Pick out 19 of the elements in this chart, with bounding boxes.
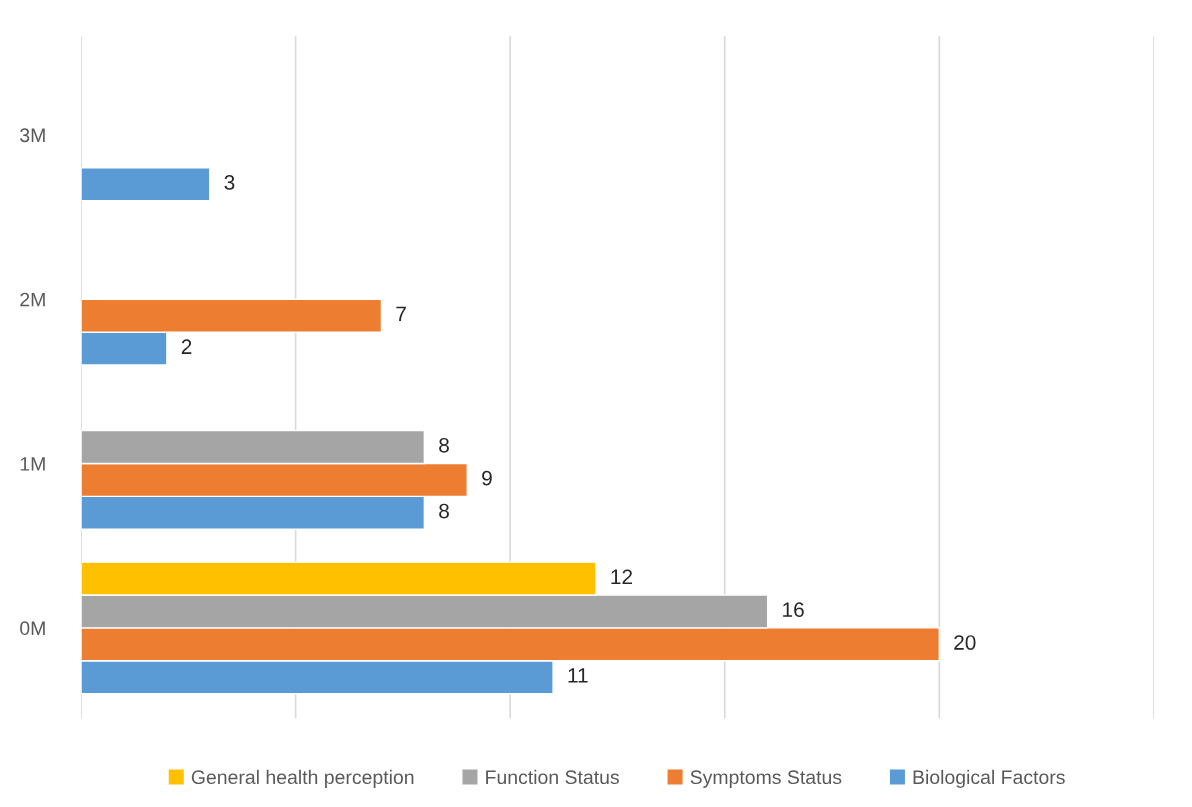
data-label: 20	[954, 635, 976, 650]
data-label: 12	[611, 569, 633, 584]
legend-label: General health perception	[191, 769, 414, 788]
legend-label: Symptoms Status	[690, 770, 842, 788]
legend-label: Biological Factors	[913, 769, 1065, 788]
y-tick-label: 2M	[20, 292, 45, 307]
data-label: 7	[396, 306, 406, 322]
data-label: 16	[783, 602, 804, 618]
data-label: 8	[439, 437, 449, 453]
data-label: 3	[224, 175, 235, 190]
data-label: 11	[568, 668, 588, 683]
y-tick-label: 3M	[20, 128, 45, 143]
bar	[81, 167, 211, 202]
data-label: 9	[482, 470, 492, 486]
y-tick-label: 0M	[20, 621, 45, 636]
data-label: 2	[181, 339, 192, 354]
data-label: 8	[439, 503, 449, 519]
y-tick-label: 1M	[20, 457, 45, 471]
legend-label: Function Status	[486, 769, 619, 785]
